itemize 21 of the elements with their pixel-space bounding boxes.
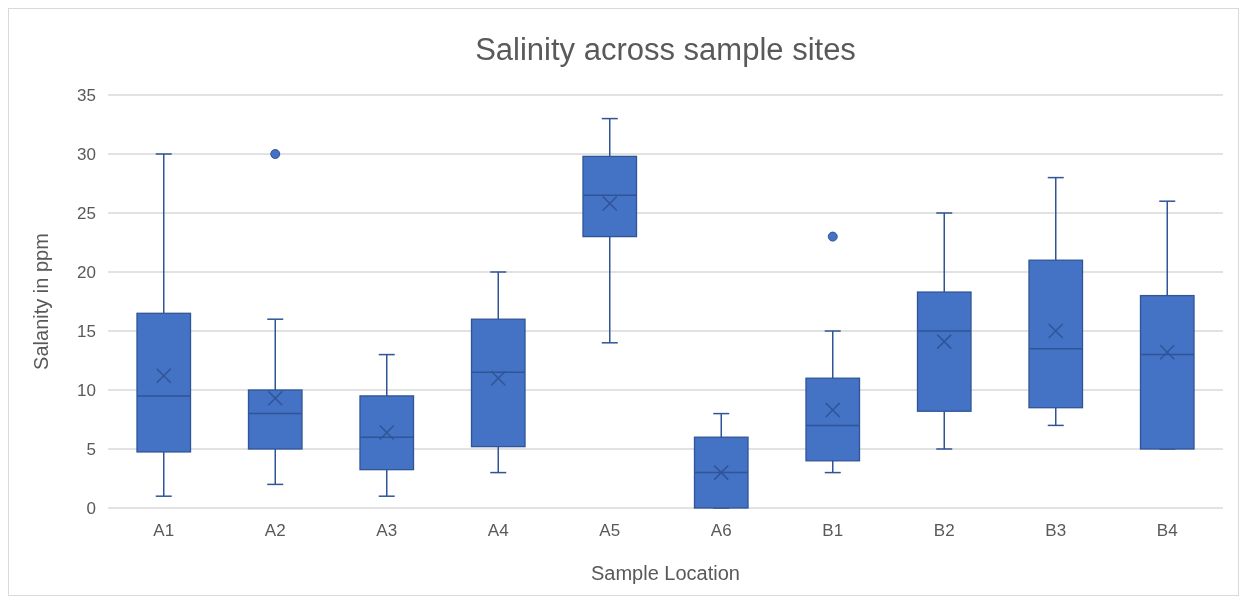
y-tick-label: 25 (77, 203, 96, 223)
x-tick-label: A6 (710, 521, 732, 540)
x-tick-label: A1 (153, 521, 175, 540)
y-tick-label: 20 (77, 262, 96, 282)
y-axis-title: Salanity in ppm (30, 233, 52, 370)
x-axis-title: Sample Location (591, 562, 740, 584)
y-tick-label: 15 (77, 321, 96, 341)
y-tick-label: 35 (77, 85, 96, 105)
x-tick-label: A3 (376, 521, 398, 540)
x-tick-label: B2 (933, 521, 955, 540)
y-tick-label: 30 (77, 144, 96, 164)
y-tick-label: 5 (86, 439, 96, 459)
y-tick-label: 10 (77, 380, 96, 400)
x-tick-label: A2 (264, 521, 286, 540)
x-tick-label: B3 (1045, 521, 1067, 540)
chart-title: Salinity across sample sites (475, 32, 856, 67)
x-tick-label: B4 (1156, 521, 1178, 540)
y-tick-label: 0 (86, 498, 96, 518)
x-tick-label: A4 (487, 521, 509, 540)
x-tick-label: A5 (599, 521, 621, 540)
x-tick-label: B1 (822, 521, 844, 540)
